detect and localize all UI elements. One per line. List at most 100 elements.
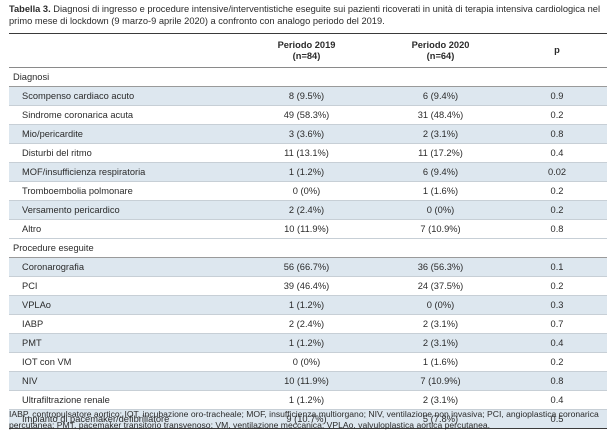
table-row: Mio/pericardite 3 (3.6%) 2 (3.1%) 0.8 — [9, 124, 607, 144]
value-2020: 24 (37.5%) — [374, 276, 507, 296]
table-row: Impianto di pacemaker/defibrillatore 9 (1… — [9, 409, 607, 429]
header-period-2020-title: Periodo 2020 — [411, 39, 470, 50]
row-label: Versamento pericardico — [9, 200, 239, 220]
table-header: Periodo 2019 (n=84) Periodo 2020 (n=64) p — [9, 35, 607, 68]
table-row: Sindrome coronarica acuta 49 (58.3%) 31 (4… — [9, 105, 607, 125]
table-row: Coronarografia 56 (66.7%) 36 (56.3%) 0.1 — [9, 257, 607, 277]
value-2019: 0 (0%) — [239, 181, 374, 201]
header-period-2019: Periodo 2019 (n=84) — [239, 35, 374, 68]
value-2019: 9 (10.7%) — [239, 409, 374, 429]
table-row: Disturbi del ritmo 11 (13.1%) 11 (17.2%) 0.… — [9, 143, 607, 163]
table-row: PCI 39 (46.4%) 24 (37.5%) 0.2 — [9, 276, 607, 296]
p-value: 0.1 — [507, 257, 607, 277]
value-2019: 0 (0%) — [239, 352, 374, 372]
p-value: 0.4 — [507, 143, 607, 163]
table-caption-label: Tabella 3. — [9, 4, 51, 14]
value-2020: 11 (17.2%) — [374, 143, 507, 163]
header-period-2019-n: (n=84) — [292, 51, 321, 61]
p-value: 0.7 — [507, 314, 607, 334]
row-label: Ultrafiltrazione renale — [9, 390, 239, 410]
row-label: NIV — [9, 371, 239, 391]
p-value: 0.8 — [507, 371, 607, 391]
header-period-2020: Periodo 2020 (n=64) — [374, 35, 507, 68]
row-label: Mio/pericardite — [9, 124, 239, 144]
section-title: Diagnosi — [9, 67, 607, 87]
row-label: Tromboembolia polmonare — [9, 181, 239, 201]
p-value: 0.8 — [507, 219, 607, 239]
table-row: Altro 10 (11.9%) 7 (10.9%) 0.8 — [9, 219, 607, 239]
p-value: 0.3 — [507, 295, 607, 315]
p-value: 0.4 — [507, 390, 607, 410]
value-2019: 1 (1.2%) — [239, 295, 374, 315]
value-2019: 11 (13.1%) — [239, 143, 374, 163]
value-2019: 56 (66.7%) — [239, 257, 374, 277]
table-row: VPLAo 1 (1.2%) 0 (0%) 0.3 — [9, 295, 607, 315]
table-row: Tromboembolia polmonare 0 (0%) 1 (1.6%) 0.2 — [9, 181, 607, 201]
row-label: VPLAo — [9, 295, 239, 315]
table-row: Scompenso cardiaco acuto 8 (9.5%) 6 (9.4%)… — [9, 86, 607, 106]
value-2020: 0 (0%) — [374, 200, 507, 220]
p-value: 0.2 — [507, 105, 607, 125]
value-2019: 10 (11.9%) — [239, 219, 374, 239]
row-label: Coronarografia — [9, 257, 239, 277]
header-period-2020-n: (n=64) — [426, 51, 455, 61]
row-label: Disturbi del ritmo — [9, 143, 239, 163]
p-value: 0.2 — [507, 200, 607, 220]
table-body: Diagnosi Scompenso cardiaco acuto 8 (9.5%)… — [9, 67, 607, 429]
row-label: Impianto di pacemaker/defibrillatore — [9, 409, 239, 429]
header-period-2019-title: Periodo 2019 — [277, 39, 336, 50]
table-caption-text: Diagnosi di ingresso e procedure intensi… — [9, 4, 601, 26]
p-value: 0.2 — [507, 181, 607, 201]
value-2020: 6 (9.4%) — [374, 162, 507, 182]
value-2019: 39 (46.4%) — [239, 276, 374, 296]
p-value: 0.9 — [507, 86, 607, 106]
value-2019: 1 (1.2%) — [239, 390, 374, 410]
table-row: IOT con VM 0 (0%) 1 (1.6%) 0.2 — [9, 352, 607, 372]
value-2019: 1 (1.2%) — [239, 333, 374, 353]
p-value: 0.4 — [507, 333, 607, 353]
p-value: 0.02 — [507, 162, 607, 182]
results-table: Periodo 2019 (n=84) Periodo 2020 (n=64) p … — [9, 35, 607, 429]
table-row: IABP 2 (2.4%) 2 (3.1%) 0.7 — [9, 314, 607, 334]
value-2020: 31 (48.4%) — [374, 105, 507, 125]
value-2020: 0 (0%) — [374, 295, 507, 315]
value-2020: 5 (7.8%) — [374, 409, 507, 429]
section-header-row: Procedure eseguite — [9, 238, 607, 258]
value-2019: 2 (2.4%) — [239, 314, 374, 334]
section-title: Procedure eseguite — [9, 238, 607, 258]
row-label: MOF/insufficienza respiratoria — [9, 162, 239, 182]
value-2019: 1 (1.2%) — [239, 162, 374, 182]
section-header-row: Diagnosi — [9, 67, 607, 87]
row-label: Scompenso cardiaco acuto — [9, 86, 239, 106]
row-label: IABP — [9, 314, 239, 334]
value-2020: 2 (3.1%) — [374, 390, 507, 410]
p-value: 0.2 — [507, 352, 607, 372]
value-2019: 10 (11.9%) — [239, 371, 374, 391]
value-2020: 36 (56.3%) — [374, 257, 507, 277]
value-2020: 7 (10.9%) — [374, 371, 507, 391]
value-2019: 2 (2.4%) — [239, 200, 374, 220]
table-caption: Tabella 3. Diagnosi di ingresso e proced… — [9, 4, 607, 27]
value-2020: 2 (3.1%) — [374, 124, 507, 144]
p-value: 0.2 — [507, 276, 607, 296]
p-value: 0.8 — [507, 124, 607, 144]
row-label: Altro — [9, 219, 239, 239]
header-p-value: p — [507, 35, 607, 68]
value-2019: 8 (9.5%) — [239, 86, 374, 106]
table-footnote: IABP, contropulsatore aortico; IOT, incu… — [9, 409, 599, 430]
table-row: PMT 1 (1.2%) 2 (3.1%) 0.4 — [9, 333, 607, 353]
value-2019: 3 (3.6%) — [239, 124, 374, 144]
row-label: PCI — [9, 276, 239, 296]
value-2020: 6 (9.4%) — [374, 86, 507, 106]
table-top-rule — [9, 33, 607, 34]
value-2020: 1 (1.6%) — [374, 181, 507, 201]
table-row: Versamento pericardico 2 (2.4%) 0 (0%) 0.2 — [9, 200, 607, 220]
header-empty-cell — [9, 35, 239, 68]
table-row: NIV 10 (11.9%) 7 (10.9%) 0.8 — [9, 371, 607, 391]
value-2020: 2 (3.1%) — [374, 314, 507, 334]
value-2020: 1 (1.6%) — [374, 352, 507, 372]
value-2020: 2 (3.1%) — [374, 333, 507, 353]
row-label: IOT con VM — [9, 352, 239, 372]
row-label: Sindrome coronarica acuta — [9, 105, 239, 125]
